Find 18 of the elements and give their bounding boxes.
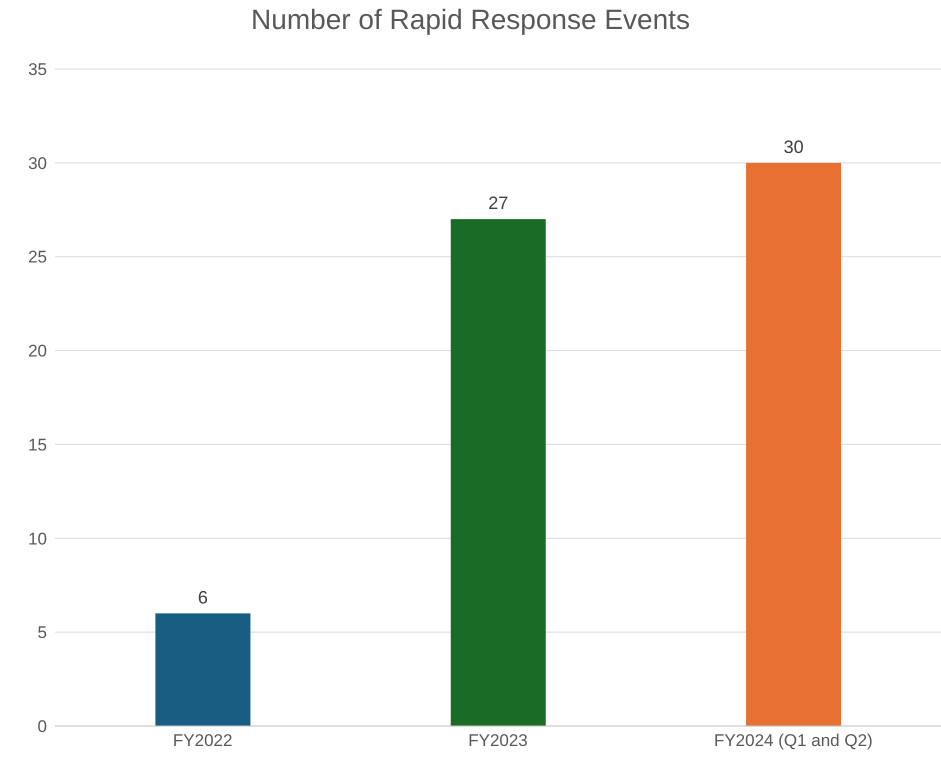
chart-title: Number of Rapid Response Events bbox=[250, 4, 691, 36]
y-tick-label: 5 bbox=[38, 623, 47, 642]
y-tick-label: 35 bbox=[28, 60, 47, 80]
x-tick-label: FY2022 bbox=[172, 731, 232, 750]
y-tick-label: 20 bbox=[28, 342, 47, 361]
x-tick-label: FY2023 bbox=[468, 731, 528, 750]
y-tick-label: 25 bbox=[28, 248, 47, 267]
bar bbox=[155, 613, 250, 726]
y-tick-label: 15 bbox=[28, 435, 47, 454]
y-tick-label: 30 bbox=[28, 154, 47, 173]
bar bbox=[746, 162, 842, 726]
x-tick-label: FY2024 (Q1 and Q2) bbox=[714, 731, 873, 750]
data-label: 6 bbox=[198, 587, 208, 608]
bar bbox=[450, 219, 546, 726]
y-tick-label: 0 bbox=[38, 717, 47, 736]
data-label: 27 bbox=[488, 193, 508, 214]
y-tick-label: 10 bbox=[28, 529, 47, 548]
data-label: 30 bbox=[784, 136, 804, 157]
